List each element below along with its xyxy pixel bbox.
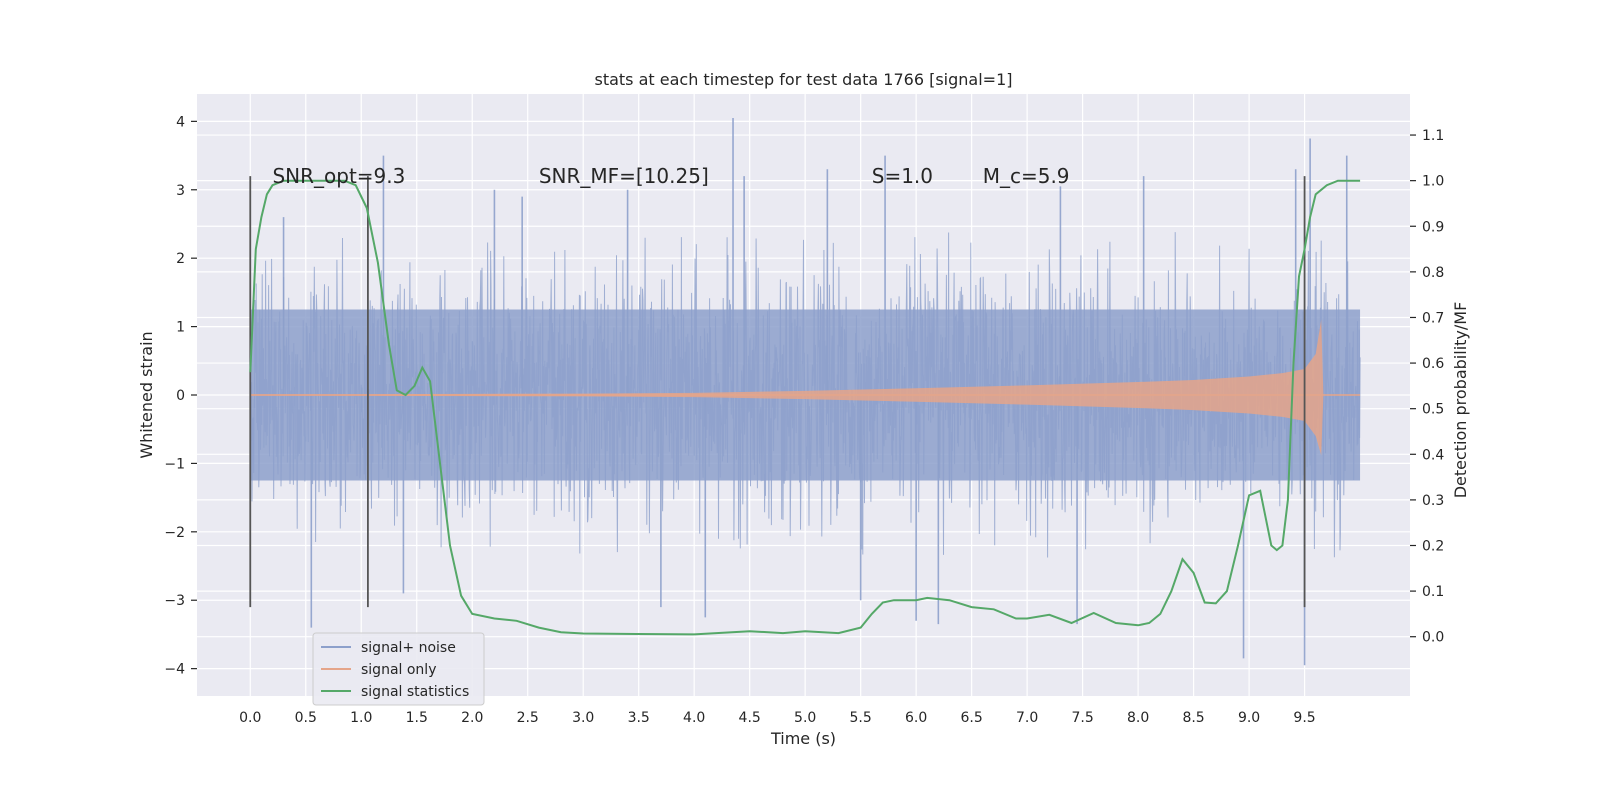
x-tick-label: 8.0 (1127, 710, 1149, 726)
annotation: S=1.0 (872, 164, 933, 188)
y-tick-label: 2 (176, 251, 185, 267)
y-right-tick-label: 0.5 (1422, 402, 1444, 418)
y-tick-label: 0 (176, 388, 185, 404)
annotation: M_c=5.9 (983, 164, 1070, 188)
y-axis-label: Whitened strain (137, 331, 156, 458)
y-tick-label: 1 (176, 320, 185, 336)
signal-envelope (250, 319, 1324, 456)
x-tick-label: 9.0 (1238, 710, 1260, 726)
x-tick-label: 4.5 (739, 710, 761, 726)
x-tick-label: 1.0 (350, 710, 372, 726)
y-right-tick-label: 0.7 (1422, 310, 1444, 326)
x-tick-label: 3.5 (628, 710, 650, 726)
legend-label: signal only (361, 662, 436, 678)
y-tick-label: −3 (164, 593, 185, 609)
x-tick-label: 8.5 (1182, 710, 1204, 726)
y-tick-label: −1 (164, 456, 185, 472)
y-tick-label: −4 (164, 662, 185, 678)
x-tick-label: 4.0 (683, 710, 705, 726)
x-tick-label: 6.0 (905, 710, 927, 726)
x-tick-label: 6.5 (961, 710, 983, 726)
x-tick-label: 5.0 (794, 710, 816, 726)
x-tick-label: 2.0 (461, 710, 483, 726)
legend: signal+ noise signal only signal statistic… (312, 632, 485, 706)
y-right-tick-label: 0.8 (1422, 265, 1444, 281)
x-tick-label: 3.0 (572, 710, 594, 726)
x-tick-label: 1.5 (406, 710, 428, 726)
y-right-tick-label: 0.1 (1422, 584, 1444, 600)
legend-label: signal statistics (361, 684, 469, 700)
x-tick-label: 2.5 (517, 710, 539, 726)
y-tick-label: 4 (176, 114, 185, 130)
y-right-tick-label: 1.1 (1422, 128, 1444, 144)
y-right-tick-label: 0.0 (1422, 630, 1444, 646)
x-tick-label: 9.5 (1293, 710, 1315, 726)
x-axis-label: Time (s) (770, 729, 836, 748)
y-right-tick-label: 1.0 (1422, 174, 1444, 190)
y-right-tick-label: 0.9 (1422, 219, 1444, 235)
annotation: SNR_opt=9.3 (272, 164, 405, 188)
x-tick-label: 7.5 (1071, 710, 1093, 726)
y-right-tick-label: 0.3 (1422, 493, 1444, 509)
y-right-axis-ticks: 1.1 1.0 0.9 0.8 0.7 0.6 0.5 0.4 0.3 0.2 0.1 0.0 (1410, 128, 1444, 646)
y-right-axis-label: Detection probability/MF (1451, 302, 1470, 499)
y-right-tick-label: 0.4 (1422, 447, 1444, 463)
annotations: SNR_opt=9.3 SNR_MF=[10.25] S=1.0 M_c=5.9 (272, 164, 1069, 188)
y-tick-label: 3 (176, 183, 185, 199)
annotation: SNR_MF=[10.25] (539, 164, 709, 188)
y-tick-label: −2 (164, 525, 185, 541)
x-tick-label: 0.0 (239, 710, 261, 726)
x-tick-label: 7.0 (1016, 710, 1038, 726)
legend-box (312, 632, 485, 706)
y-axis-ticks: 4 3 2 1 0 −1 −2 −3 −4 (164, 114, 197, 678)
statistics-line (249, 179, 1361, 636)
series-signal-statistics (249, 179, 1361, 636)
y-right-tick-label: 0.6 (1422, 356, 1444, 372)
chart-title: stats at each timestep for test data 176… (594, 70, 1012, 89)
legend-label: signal+ noise (361, 640, 456, 656)
x-tick-label: 0.5 (295, 710, 317, 726)
series-signal-only (250, 319, 1361, 456)
y-right-tick-label: 0.2 (1422, 539, 1444, 555)
x-tick-label: 5.5 (850, 710, 872, 726)
x-axis-ticks: 0.0 0.5 1.0 1.5 2.0 2.5 3.0 3.5 4.0 4.5 5.0 5.5 6.0 6… (239, 710, 1316, 726)
